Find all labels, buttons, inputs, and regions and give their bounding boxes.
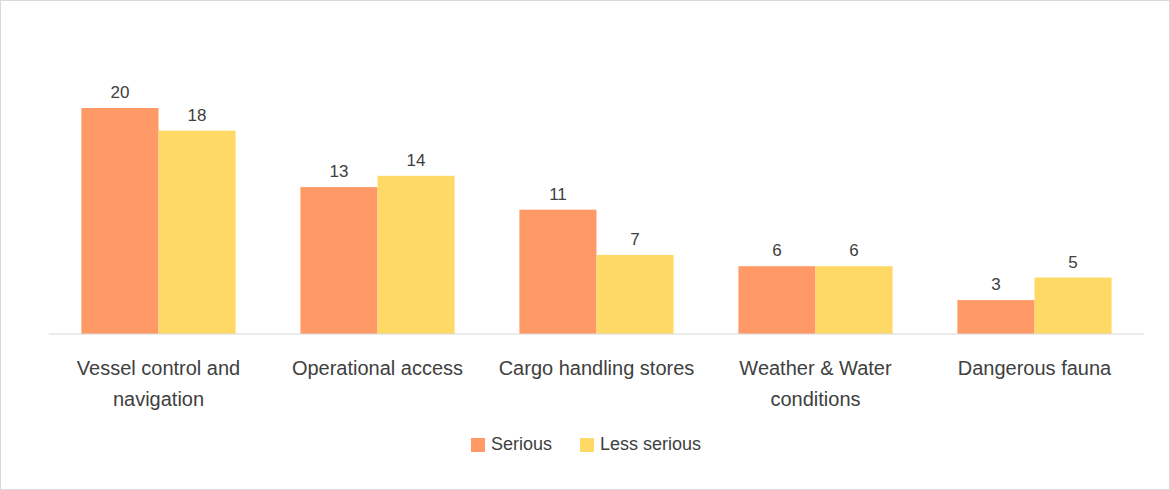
category-label: Cargo handling stores xyxy=(499,353,695,384)
category-label: Weather & Water conditions xyxy=(718,353,914,415)
category-label: Operational access xyxy=(280,353,476,384)
bar xyxy=(957,300,1034,334)
data-label: 13 xyxy=(329,162,348,181)
data-label: 7 xyxy=(630,230,639,249)
data-label: 5 xyxy=(1068,253,1077,272)
legend-item: Less serious xyxy=(580,434,701,455)
legend: Serious Less serious xyxy=(1,434,1170,455)
bar xyxy=(81,108,158,334)
data-label: 6 xyxy=(772,241,781,260)
data-label: 6 xyxy=(849,241,858,260)
data-label: 18 xyxy=(188,106,207,125)
bars xyxy=(81,108,1111,334)
legend-item: Serious xyxy=(471,434,552,455)
legend-label: Serious xyxy=(491,434,552,455)
x-axis-line xyxy=(49,334,1144,335)
bar xyxy=(816,266,893,334)
bar xyxy=(1035,278,1112,335)
chart: 20 18 13 14 11 7 6 6 3 5 Vessel control and naviga… xyxy=(0,0,1170,490)
legend-label: Less serious xyxy=(600,434,701,455)
bar xyxy=(378,176,455,334)
data-label: 20 xyxy=(110,83,129,102)
bar xyxy=(597,255,674,334)
data-label: 14 xyxy=(407,151,426,170)
legend-swatch xyxy=(471,438,485,452)
data-label: 11 xyxy=(549,185,567,204)
bar xyxy=(519,210,596,334)
data-label: 3 xyxy=(991,275,1000,294)
legend-swatch xyxy=(580,438,594,452)
data-labels: 20 18 13 14 11 7 6 6 3 5 xyxy=(110,83,1077,294)
bar xyxy=(300,187,377,334)
plot: 20 18 13 14 11 7 6 6 3 5 xyxy=(1,1,1170,490)
category-label: Dangerous fauna xyxy=(937,353,1133,384)
bar xyxy=(738,266,815,334)
bar xyxy=(159,131,236,334)
category-label: Vessel control and navigation xyxy=(61,353,257,415)
